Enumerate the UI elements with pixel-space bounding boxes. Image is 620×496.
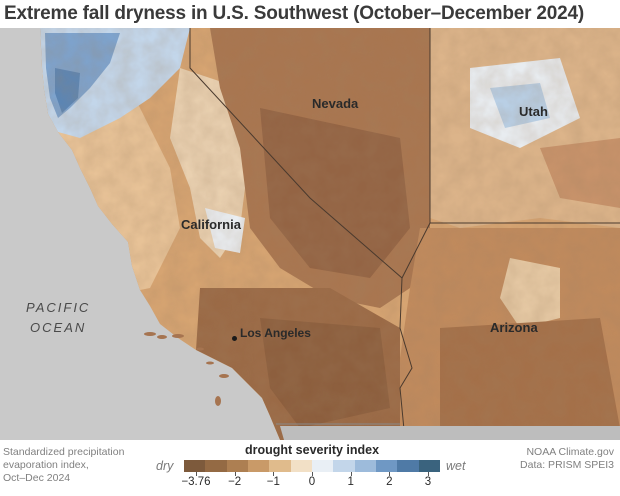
legend-swatch xyxy=(311,460,334,472)
legend-tick-label: −1 xyxy=(266,476,280,488)
legend-swatch xyxy=(226,460,248,472)
legend-swatch xyxy=(354,460,376,472)
legend-tick-label: 2 xyxy=(386,476,393,488)
legend-tick xyxy=(312,472,313,476)
legend-tick xyxy=(196,472,197,476)
legend-tick xyxy=(273,472,275,476)
ocean-label: PACIFIC OCEAN xyxy=(26,298,90,338)
note-line2: evaporation index, xyxy=(3,459,89,471)
legend-swatch xyxy=(205,460,227,472)
legend-footer: Standardized precipitation evaporation i… xyxy=(0,440,620,496)
mexico-area xyxy=(280,426,620,440)
city-marker xyxy=(232,336,237,341)
legend-swatch xyxy=(397,460,419,472)
credit-line1: NOAA Climate.gov xyxy=(526,446,614,458)
note-line1: Standardized precipitation xyxy=(3,446,125,458)
index-note: Standardized precipitation evaporation i… xyxy=(3,446,133,485)
legend-swatch xyxy=(184,460,206,472)
legend-tick-label: 3 xyxy=(424,476,432,488)
credit-line2: Data: PRISM SPEI3 xyxy=(520,459,614,471)
legend-tick-label: −3.76 xyxy=(181,476,211,488)
ocean-label-line1: PACIFIC xyxy=(26,300,91,315)
legend-swatch xyxy=(247,460,270,472)
legend-tick-label: 1 xyxy=(347,476,354,488)
legend-tick xyxy=(428,472,429,476)
credit: NOAA Climate.gov Data: PRISM SPEI3 xyxy=(520,446,614,472)
state-label-nevada: Nevada xyxy=(312,96,359,111)
map-svg xyxy=(0,28,620,440)
ocean-label-line2: OCEAN xyxy=(30,320,87,335)
channel-islands xyxy=(144,332,229,406)
state-label-california: California xyxy=(181,217,241,232)
legend-tick-label: −2 xyxy=(228,476,242,488)
legend-tick-label: 0 xyxy=(308,476,316,488)
legend-swatch xyxy=(269,460,291,472)
legend-colorbar xyxy=(184,460,440,472)
legend-swatch xyxy=(333,460,355,472)
legend-wet-label: wet xyxy=(446,459,466,473)
legend-dry-label: dry xyxy=(156,459,174,473)
legend-swatch xyxy=(290,460,312,472)
drought-map xyxy=(0,28,620,440)
legend-swatch xyxy=(375,460,398,472)
ca-nv-az-border xyxy=(189,28,413,440)
state-label-arizona: Arizona xyxy=(490,320,538,335)
legend-title: drought severity index xyxy=(245,443,380,457)
city-label-los-angeles: Los Angeles xyxy=(240,326,311,340)
legend-tick xyxy=(350,472,352,476)
state-label-utah: Utah xyxy=(519,104,548,119)
legend-tick xyxy=(234,472,236,476)
map-title: Extreme fall dryness in U.S. Southwest (… xyxy=(4,3,584,24)
legend-swatch xyxy=(418,460,440,472)
note-line3: Oct–Dec 2024 xyxy=(3,472,71,484)
legend-tick xyxy=(389,472,391,476)
